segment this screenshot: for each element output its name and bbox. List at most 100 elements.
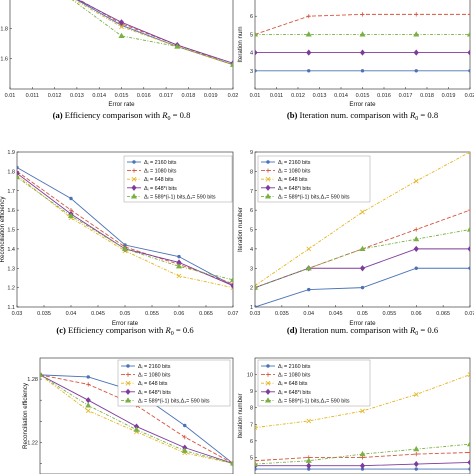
data-point <box>177 254 181 259</box>
legend-label: Δᵢ = 2160 bits <box>278 364 311 370</box>
data-point <box>413 178 419 184</box>
data-point <box>360 285 365 290</box>
plot-frame <box>39 357 234 474</box>
x-tick-label: 0.05 <box>357 311 368 317</box>
y-tick-label: 6 <box>250 14 253 20</box>
data-point <box>466 226 470 232</box>
y-tick-label: 7 <box>250 189 253 195</box>
data-point <box>118 32 125 39</box>
x-tick-label: 0.055 <box>382 311 396 317</box>
y-tick-label: 5 <box>250 455 253 461</box>
x-tick-label: 0.03 <box>250 311 261 317</box>
data-point <box>413 460 419 468</box>
x-tick-label: 0.035 <box>37 311 51 317</box>
x-tick-label: 0.07 <box>465 311 474 317</box>
data-point <box>17 173 21 180</box>
x-tick-label: 0.019 <box>442 93 456 99</box>
data-point <box>306 14 311 19</box>
data-point <box>307 69 311 73</box>
legend-marker <box>131 168 137 173</box>
panel-caption: (c) Efficiency comparison with R0 = 0.6 <box>56 325 194 337</box>
data-point <box>255 460 259 467</box>
x-tick-label: 0.05 <box>120 311 131 317</box>
data-point <box>174 43 181 49</box>
data-point <box>118 19 125 26</box>
data-point <box>307 287 311 292</box>
legend-label: Δᵢ = 1080 bits <box>144 169 177 175</box>
legend-marker <box>131 184 137 191</box>
panel-caption: (d) Iteration num. comparison with R0 = … <box>287 325 439 337</box>
y-tick-label: 1.8 <box>0 26 8 32</box>
y-axis-label: Reconciliation efficiency <box>22 382 29 449</box>
legend-marker <box>124 397 132 403</box>
legend-label: Δᵢ = 589*(i-1) bits,Δ₁= 590 bits <box>138 398 210 404</box>
data-point <box>413 245 419 252</box>
panel-caption: (b) Iteration num. comparison with R0 = … <box>287 110 438 122</box>
data-point <box>359 462 366 469</box>
legend-marker <box>126 364 130 368</box>
data-point <box>230 281 233 286</box>
legend: Δᵢ = 2160 bits Δᵢ = 1080 bits Δᵢ = 648 bit… <box>123 155 233 203</box>
legend-label: Δᵢ = 648 bits <box>138 381 168 387</box>
y-tick-label: 1.3 <box>7 266 15 272</box>
y-tick-label: 9 <box>250 389 253 395</box>
legend-marker <box>265 380 271 386</box>
legend-label: Δᵢ = 648 bits <box>144 177 174 183</box>
series-line-5 <box>255 443 470 465</box>
y-tick-label: 1.8 <box>7 169 15 175</box>
y-tick-label: 9 <box>250 150 253 156</box>
data-point <box>414 452 419 457</box>
x-tick-label: 0.04 <box>66 311 77 317</box>
data-point <box>255 31 259 37</box>
data-point <box>360 209 365 215</box>
series-line-5 <box>255 229 470 289</box>
data-point <box>119 24 124 30</box>
x-tick-label: 0.011 <box>270 93 283 99</box>
legend-label: Δᵢ = 1080 bits <box>138 373 171 379</box>
data-point <box>86 375 90 379</box>
data-point <box>181 447 188 453</box>
y-tick-label: 1.4 <box>7 247 15 253</box>
data-point <box>255 284 259 290</box>
legend-marker <box>125 372 131 377</box>
x-tick-label: 0.035 <box>275 311 289 317</box>
x-tick-label: 0.016 <box>377 93 391 99</box>
data-point <box>467 450 470 455</box>
legend-label: Δᵢ = 648*i bits <box>278 390 311 396</box>
x-tick-label: 0.017 <box>159 93 173 99</box>
x-tick-label: 0.013 <box>70 93 84 99</box>
y-tick-label: 1.5 <box>7 228 15 234</box>
legend: Δᵢ = 2160 bits Δᵢ = 1080 bits Δᵢ = 648 bit… <box>257 155 371 203</box>
data-point <box>69 196 73 201</box>
legend: Δᵢ = 2160 bits Δᵢ = 1080 bits Δᵢ = 648 bit… <box>257 359 371 407</box>
legend-marker <box>266 160 270 164</box>
x-tick-label: 0.014 <box>92 93 106 99</box>
panel-a: 0.01 0.011 0.012 0.013 0.014 0.015 0.016 0.017 0… <box>0 0 238 122</box>
data-point <box>17 165 19 170</box>
y-tick-label: 1.2 <box>7 286 15 292</box>
y-tick-label: 10 <box>247 373 253 379</box>
y-tick-label: 6 <box>250 439 253 445</box>
legend-marker <box>132 160 136 164</box>
x-tick-label: 0.018 <box>420 93 434 99</box>
x-tick-label: 0.06 <box>174 311 185 317</box>
y-tick-label: 4 <box>250 51 253 57</box>
data-point <box>360 408 365 414</box>
data-point <box>467 245 470 252</box>
y-tick-label: 1.7 <box>7 189 15 195</box>
series-line-4 <box>77 0 233 64</box>
data-point <box>306 418 312 424</box>
legend-marker <box>264 397 272 403</box>
data-point <box>255 305 257 307</box>
legend-label: Δᵢ = 2160 bits <box>138 364 171 370</box>
x-tick-label: 0.011 <box>26 93 39 99</box>
x-tick-label: 0.014 <box>334 93 348 99</box>
series-group <box>255 152 470 307</box>
data-point <box>133 426 140 432</box>
legend-label: Δᵢ = 2160 bits <box>278 160 311 166</box>
y-tick-label: 1.28 <box>27 377 38 383</box>
series-line-2 <box>40 374 233 464</box>
data-point <box>229 61 233 67</box>
